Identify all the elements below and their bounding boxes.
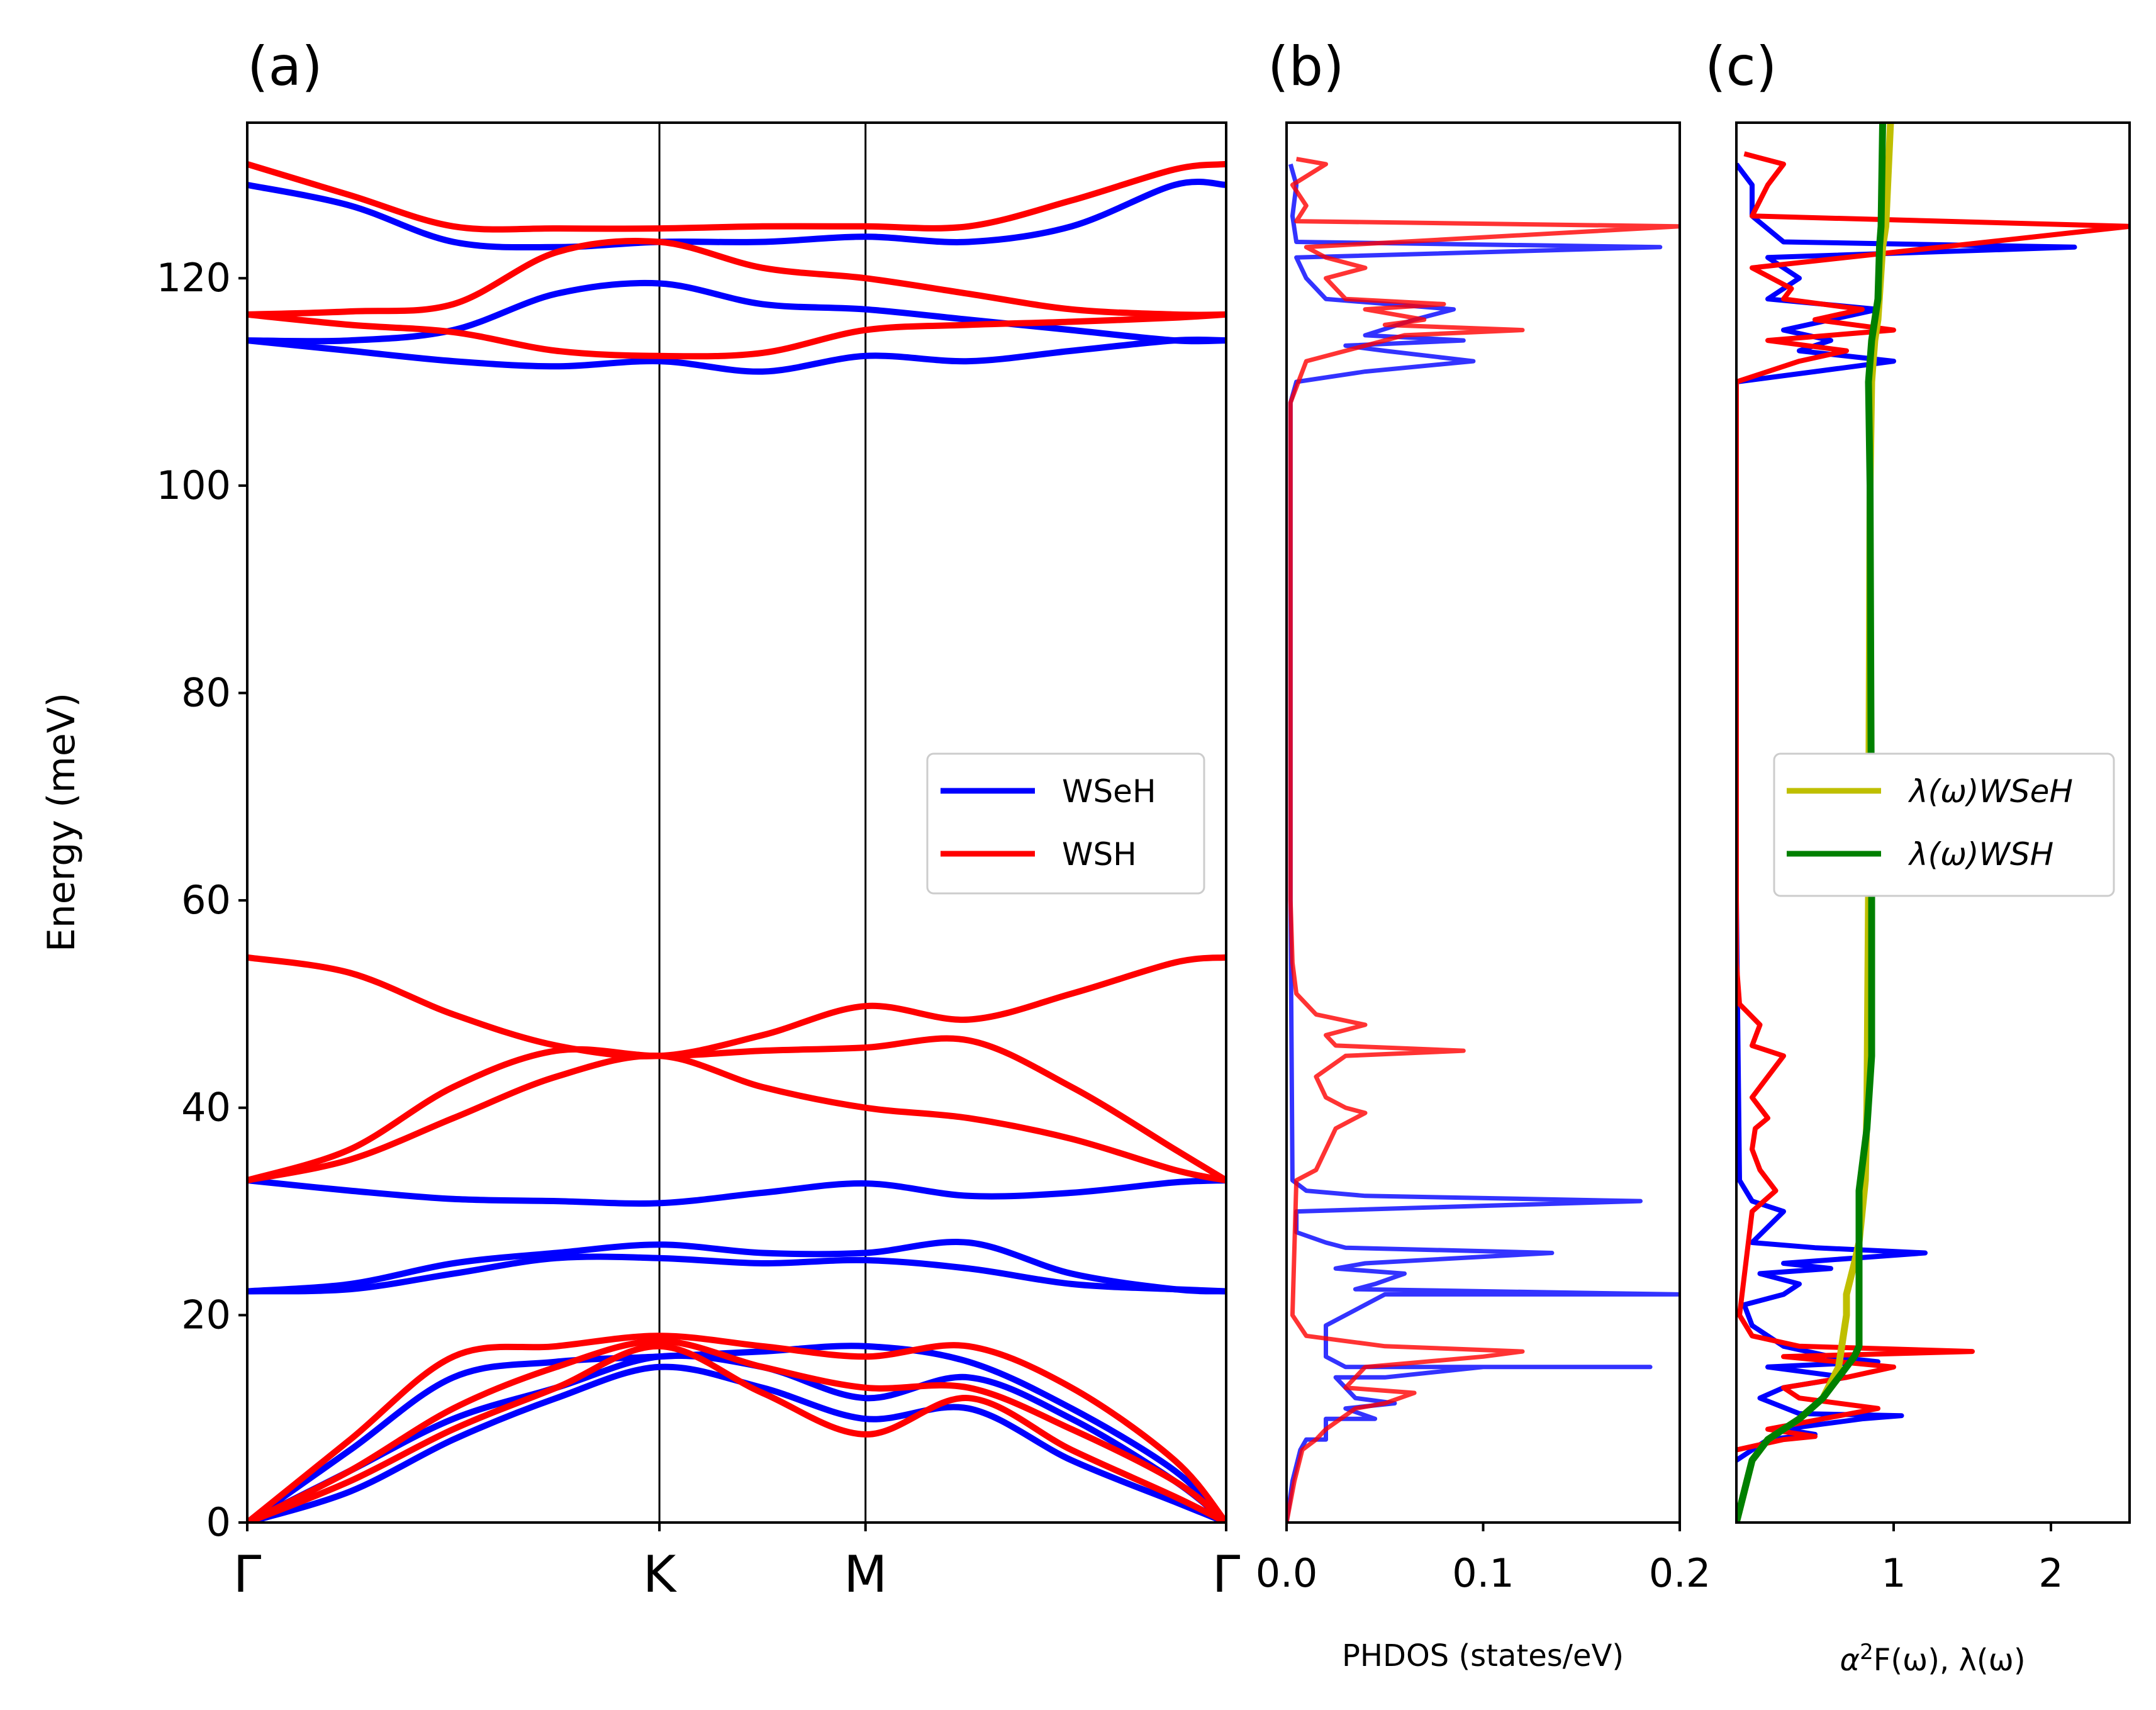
phdos-x-tick-label: 0.1: [1452, 1550, 1514, 1596]
band-line: [247, 1239, 1226, 1295]
legend-wsh-label: WSH: [1062, 836, 1137, 873]
band-legend: WSeH WSH: [926, 752, 1205, 895]
band-y-axis-title: Energy (meV): [40, 693, 84, 952]
band-line: [247, 1253, 1226, 1295]
band-y-axis: 0 20 40 60 80 100 120: [157, 255, 247, 1545]
phdos-x-axis: 0.0 0.1 0.2: [1256, 1523, 1711, 1596]
band-line: [247, 954, 1226, 1059]
eliashberg-series--f-wsh: [1736, 151, 2130, 1453]
phdos-series-wseh: [1287, 163, 1680, 1523]
band-line: [247, 1343, 1226, 1523]
band-line: [247, 160, 1226, 233]
band-plot-area: [247, 160, 1226, 1523]
band-line: [247, 1343, 1226, 1523]
legend-lambda-wseh-label: λ(ω)WSeH: [1907, 773, 2073, 810]
band-line: [247, 1338, 1226, 1523]
band-series-wsh: [247, 160, 1226, 1523]
band-line: [247, 1053, 1226, 1184]
panel-c-label: (c): [1705, 35, 1777, 98]
eliashberg-legend: λ(ω)WSeH λ(ω)WSH: [1773, 752, 2115, 897]
high-symmetry-lines: [658, 123, 867, 1523]
band-line: [247, 179, 1226, 251]
eliashberg-x-tick-label: 1: [1881, 1550, 1906, 1596]
band-y-tick-label: 0: [206, 1499, 231, 1545]
eliashberg-frame: [1735, 121, 2131, 1524]
eliashberg-series--wsh: [1736, 123, 1886, 1523]
band-line: [247, 1177, 1226, 1207]
phdos-x-tick-label: 0.2: [1649, 1550, 1711, 1596]
panel-a-label: (a): [247, 35, 323, 98]
band-y-tick-label: 40: [181, 1085, 231, 1131]
eliashberg-x-tick-label: 2: [2038, 1550, 2063, 1596]
phdos-x-tick-label: 0.0: [1256, 1550, 1318, 1596]
band-frame: [246, 121, 1227, 1524]
phdos-panel: 0.0 0.1 0.2 PHDOS (states/eV): [1256, 121, 1711, 1674]
panel-b-label: (b): [1268, 35, 1344, 98]
band-y-tick-label: 20: [181, 1292, 231, 1338]
band-y-tick-label: 60: [181, 877, 231, 923]
band-structure-panel: 0 20 40 60 80 100 120 Γ K M Γ Energy (meV) WSeH W…: [40, 121, 1241, 1604]
phdos-x-axis-title: PHDOS (states/eV): [1342, 1638, 1624, 1674]
band-line: [247, 311, 1226, 360]
phdos-series-wsh: [1287, 157, 1680, 1523]
band-line: [247, 279, 1226, 345]
legend-wseh-label: WSeH: [1062, 773, 1156, 810]
band-y-tick-label: 100: [157, 462, 231, 508]
high-symmetry-label: Γ: [233, 1545, 262, 1604]
eliashberg-series--f-wseh: [1736, 162, 2077, 1463]
band-line: [247, 1363, 1226, 1523]
band-y-tick-label: 80: [181, 669, 231, 715]
band-y-tick-label: 120: [157, 255, 231, 301]
band-line: [247, 1333, 1226, 1523]
high-symmetry-label: Γ: [1212, 1545, 1241, 1604]
band-line: [247, 1035, 1226, 1183]
eliashberg-plot-area: [1736, 123, 2130, 1523]
high-symmetry-label: K: [643, 1545, 678, 1604]
band-series-wseh: [247, 179, 1226, 1523]
band-line: [247, 238, 1226, 318]
high-symmetry-label: M: [844, 1545, 887, 1604]
eliashberg-x-axis-title: α2F(ω), λ(ω): [1840, 1640, 2025, 1678]
phdos-plot-area: [1287, 157, 1680, 1523]
band-line: [247, 336, 1226, 375]
legend-lambda-wsh-label: λ(ω)WSH: [1907, 836, 2053, 873]
